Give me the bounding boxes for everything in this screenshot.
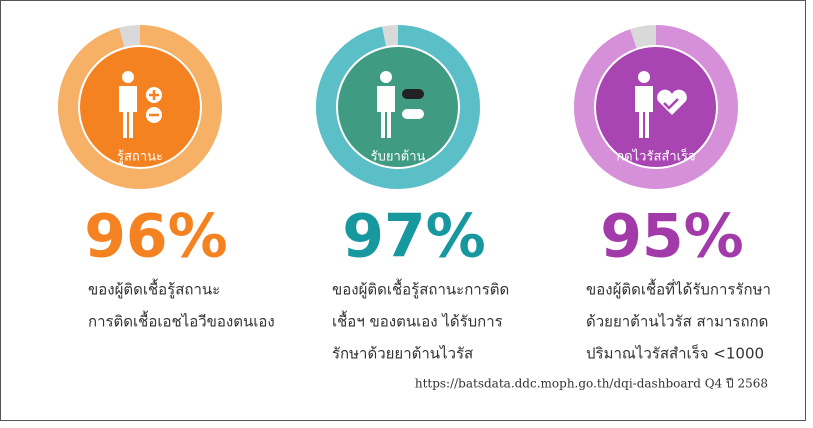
description-line: ของผู้ติดเชื้อรู้สถานะการติด <box>332 279 509 299</box>
source: https://batsdata.ddc.moph.go.th/dqi-dash… <box>415 377 768 391</box>
icon-head <box>638 71 650 83</box>
donut-arc <box>316 25 480 189</box>
donut-label: กดไวรัสสำเร็จ <box>616 147 695 165</box>
icon-body <box>119 86 137 138</box>
icon-pill <box>402 89 424 99</box>
donut-arc <box>574 25 738 189</box>
donut-center <box>338 47 458 167</box>
icon-head <box>380 71 392 83</box>
description-line: การติดเชื้อเอชไอวีของตนเอง <box>88 311 275 331</box>
donut-label: รู้สถานะ <box>117 150 163 165</box>
icon-check <box>663 98 679 110</box>
icon-body <box>635 86 653 138</box>
percent-label: 96% <box>84 202 228 272</box>
donut-group: รู้สถานะ 96% ของผู้ติดเชื้อรู้สถานะการติดเ… <box>58 25 275 331</box>
percent-label: 95% <box>600 202 744 272</box>
description-line: เชื้อฯ ของตนเอง ได้รับการ <box>332 311 503 331</box>
icon-pill <box>402 109 424 119</box>
donut-center <box>80 47 200 167</box>
donut-center <box>596 47 716 167</box>
donut-label: รับยาต้าน <box>371 150 426 165</box>
percent-label: 97% <box>342 202 486 272</box>
donut-group: รับยาต้าน 97% ของผู้ติดเชื้อรู้สถานะการติด… <box>316 25 509 363</box>
description-line: ด้วยยาต้านไวรัส สามารถกด <box>586 313 768 331</box>
description-line: ปริมาณไวรัสสำเร็จ <1000 <box>586 344 764 363</box>
description-line: ของผู้ติดเชื้อที่ได้รับการรักษา <box>586 279 771 299</box>
icon-heart <box>657 89 687 115</box>
icon-signs <box>149 90 159 117</box>
description-line: ของผู้ติดเชื้อรู้สถานะ <box>88 279 220 299</box>
donut-group: กดไวรัสสำเร็จ 95% ของผู้ติดเชื้อที่ได้รับก… <box>574 25 771 363</box>
description-line: รักษาด้วยยาต้านไวรัส <box>332 345 473 363</box>
donut-arc <box>58 25 222 189</box>
icon-body <box>377 86 395 138</box>
icon-head <box>122 71 134 83</box>
